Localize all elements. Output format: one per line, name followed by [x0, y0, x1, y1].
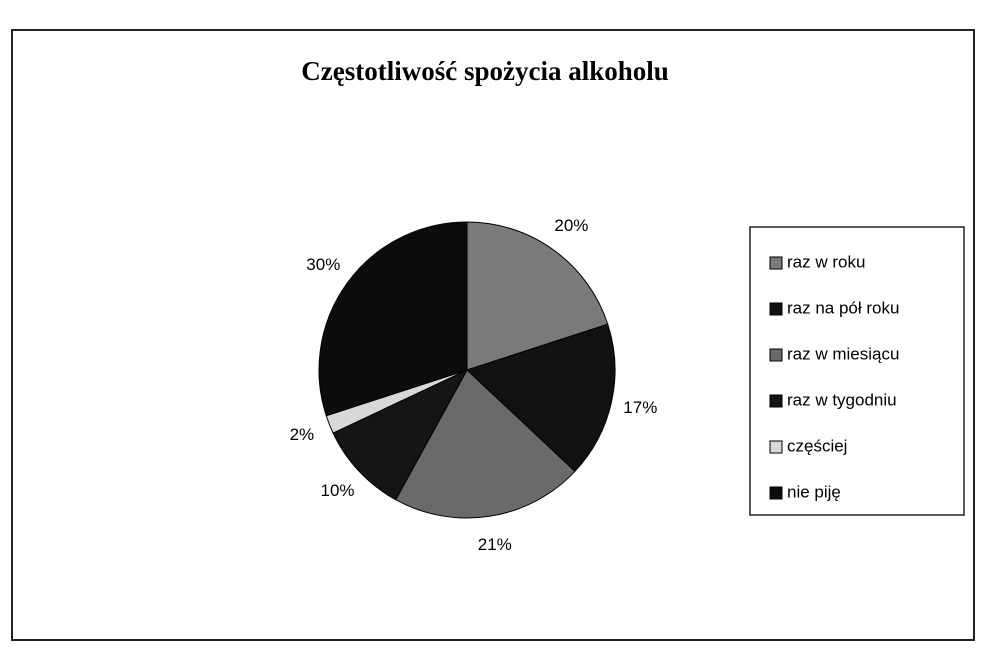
- chart-title: Częstotliwość spożycia alkoholu: [301, 56, 669, 86]
- data-label: 17%: [623, 398, 657, 417]
- legend-swatch: [769, 302, 783, 316]
- legend-swatch: [769, 256, 783, 270]
- legend-label: częściej: [787, 436, 847, 455]
- legend-label: raz w tygodniu: [787, 390, 897, 409]
- data-label: 10%: [321, 481, 355, 500]
- data-label: 2%: [290, 425, 315, 444]
- data-label: 30%: [306, 255, 340, 274]
- pie-slice: [332, 368, 469, 501]
- legend-swatch: [769, 394, 783, 408]
- legend-swatch: [769, 486, 783, 500]
- legend-label: raz na pół roku: [787, 298, 899, 317]
- pie-slice: [466, 323, 616, 473]
- data-label: 21%: [478, 535, 512, 554]
- legend-label: raz w roku: [787, 252, 865, 271]
- legend-label: nie piję: [787, 482, 841, 501]
- legend-swatch: [769, 440, 783, 454]
- legend-swatch: [769, 348, 783, 362]
- legend-box: [749, 226, 965, 516]
- pie-slice: [395, 369, 576, 519]
- pie-slice: [318, 221, 468, 417]
- data-label: 20%: [554, 216, 588, 235]
- legend-label: raz w miesiącu: [787, 344, 899, 363]
- pie-slice: [466, 221, 609, 371]
